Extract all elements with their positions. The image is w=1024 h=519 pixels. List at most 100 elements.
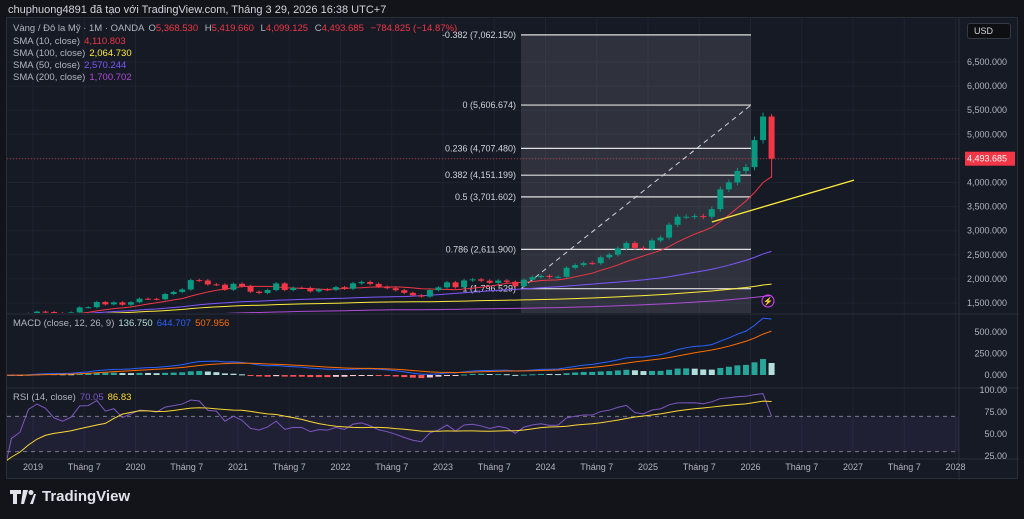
macd-legend[interactable]: MACD (close, 12, 26, 9) 136.750 644.707 507… [13, 318, 233, 329]
rsi-ma-line [7, 400, 772, 461]
time-axis-label: 2022 [330, 462, 350, 472]
candle-body [657, 237, 664, 241]
macd-histogram-bar [426, 375, 433, 378]
candle-body [503, 280, 510, 282]
candle-body [478, 279, 485, 281]
candle-body [341, 287, 348, 289]
candle-body [537, 275, 544, 278]
high-value: 5,419.660 [211, 23, 254, 34]
fib-level-label: 0 (5,606.674) [462, 100, 516, 110]
macd-signal-line [7, 330, 772, 376]
candle-body [555, 276, 562, 278]
candle-body [307, 287, 314, 292]
sma100-legend[interactable]: SMA (100, close) 2,064.730 [13, 48, 136, 59]
candle-body [332, 287, 339, 290]
o-label: O [148, 23, 156, 34]
sma-value: 4,110.803 [84, 36, 126, 47]
candle-body [409, 292, 416, 296]
fib-level-label: 0.382 (4,151.199) [445, 170, 516, 180]
tradingview-logo-icon [10, 489, 36, 504]
time-axis-label: Tháng 7 [170, 462, 203, 472]
main-pane: -0.382 (7,062.150) 0 (5,606.674) 0.236 (4,… [27, 30, 855, 313]
candle-body [68, 312, 75, 313]
rsi-band [7, 416, 959, 452]
lightning-icon [761, 294, 775, 308]
macd-histogram-bar [221, 373, 228, 375]
sma10-legend[interactable]: SMA (10, close) 4,110.803 [13, 36, 130, 47]
macd-histogram-bar [666, 369, 673, 375]
candle-body [452, 282, 459, 288]
fib-level-label: 0.5 (3,701.602) [455, 192, 516, 202]
price-axis-label: 2,000.000 [967, 274, 1007, 284]
price-axis-label: 2,500.000 [967, 250, 1007, 260]
macd-histogram-bar [247, 375, 254, 376]
macd-axis-label: 500.000 [974, 327, 1007, 337]
candle-body [85, 307, 92, 309]
candle-body [187, 280, 194, 290]
candle-body [461, 280, 468, 288]
candle-body [76, 307, 83, 313]
price-axis-label: 3,000.000 [967, 226, 1007, 236]
macd-histogram-bar [572, 372, 579, 375]
time-axis-label: 2026 [740, 462, 760, 472]
macd-histogram-bar [127, 373, 134, 375]
candle-body [640, 247, 647, 249]
candle-body [520, 279, 527, 287]
macd-histogram-bar [760, 359, 767, 375]
macd-histogram-bar [537, 373, 544, 375]
macd-histogram-bar [708, 369, 715, 375]
macd-histogram-bar [119, 373, 126, 375]
candle-body [512, 281, 519, 287]
c-label: C [314, 23, 322, 34]
sma-100-line [104, 283, 772, 313]
rsi-axis-label: 100.00 [979, 385, 1007, 395]
macd-histogram-bar [273, 375, 280, 377]
symbol-legend: Vàng / Đô la Mỹ · 1M · OANDA O5,368.530 H… [13, 23, 461, 34]
symbol-title[interactable]: Vàng / Đô la Mỹ · 1M · OANDA [13, 23, 145, 34]
candle-body [708, 209, 715, 217]
sma-label: SMA (50, close) [13, 60, 81, 71]
currency-button[interactable]: USD [967, 23, 1011, 39]
macd-histogram-bar [110, 372, 117, 375]
candle-body [435, 287, 442, 291]
chart-frame[interactable]: -0.382 (7,062.150) 0 (5,606.674) 0.236 (4,… [6, 17, 1019, 480]
macd-histogram-bar [341, 375, 348, 377]
candle-body [290, 287, 297, 290]
macd-histogram-bar [76, 373, 83, 375]
sma200-legend[interactable]: SMA (200, close) 1,700.702 [13, 72, 136, 83]
macd-value: 644.707 [156, 318, 192, 329]
rsi-line [7, 393, 773, 462]
macd-hist-value: 136.750 [118, 318, 153, 329]
candle-body [42, 311, 49, 313]
price-axis-label: 6,000.000 [967, 81, 1007, 91]
candle-body [127, 302, 134, 305]
candle-body [358, 281, 365, 284]
macd-histogram-bar [452, 375, 459, 376]
macd-histogram-bar [503, 374, 510, 376]
macd-histogram-bar [367, 375, 374, 376]
candle-body [384, 286, 391, 289]
candle-body [145, 298, 152, 300]
time-axis-label: Tháng 7 [580, 462, 613, 472]
macd-histogram-bar [606, 371, 613, 375]
tradingview-logo[interactable]: TradingView [10, 488, 130, 505]
price-axis-label: 5,500.000 [967, 105, 1007, 115]
macd-histogram-bar [529, 374, 536, 376]
macd-histogram-bar [768, 362, 775, 375]
change-value: −784.825 (−14.87%) [370, 23, 458, 34]
sma-value: 1,700.702 [89, 72, 132, 83]
sma-200-line [225, 295, 772, 313]
sma50-legend[interactable]: SMA (50, close) 2,570.244 [13, 60, 130, 71]
rsi-legend[interactable]: RSI (14, close) 70.05 86.83 [13, 392, 135, 403]
macd-histogram-bar [640, 371, 647, 375]
candle-body [418, 295, 425, 297]
chart-canvas[interactable]: -0.382 (7,062.150) 0 (5,606.674) 0.236 (4,… [7, 18, 1019, 480]
candle-body [401, 290, 408, 293]
macd-histogram-bar [239, 374, 245, 376]
candle-body [230, 283, 237, 290]
macd-histogram-bar [580, 372, 587, 375]
candle-body [631, 243, 638, 248]
macd-histogram-bar [350, 375, 357, 377]
macd-signal-value: 507.956 [195, 318, 230, 329]
candle-body [392, 288, 399, 291]
